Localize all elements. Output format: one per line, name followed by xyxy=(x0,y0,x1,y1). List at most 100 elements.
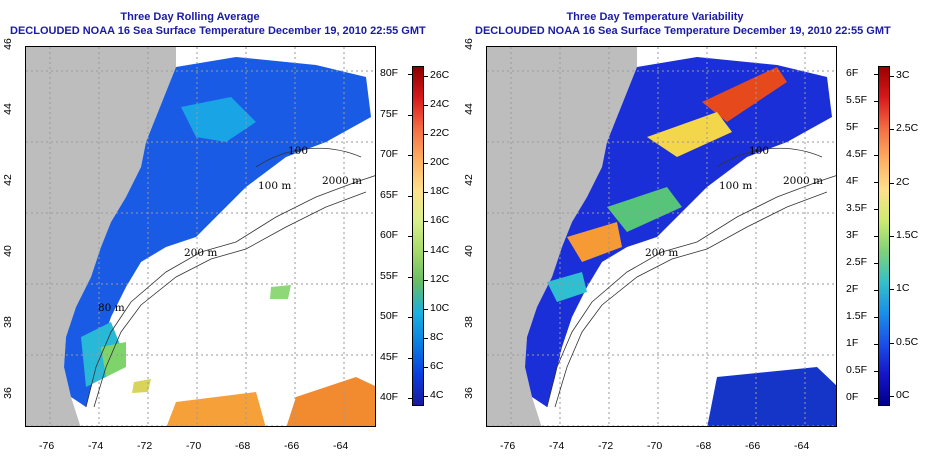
contour-label-100m: 100 m xyxy=(719,180,753,192)
left-contours xyxy=(85,147,375,408)
right-colorbar-c-tick xyxy=(890,182,894,184)
right-xtick-2: -72 xyxy=(598,440,614,452)
right-colorbar-f-label: 5.5F xyxy=(846,94,868,106)
right-colorbar-f-label: 3F xyxy=(846,229,859,241)
right-map: 100 100 m 2000 m 200 m xyxy=(486,46,837,427)
sst-warm-1 xyxy=(286,377,375,426)
left-xtick-5: -66 xyxy=(284,440,300,452)
left-colorbar-c-tick xyxy=(424,134,428,136)
left-title-line2: DECLOUDED NOAA 16 Sea Surface Temperatur… xyxy=(10,25,426,37)
right-colorbar-f-label: 6F xyxy=(846,67,859,79)
right-colorbar-f-tick xyxy=(874,236,878,237)
left-colorbar-c-label: 6C xyxy=(430,359,444,372)
left-colorbar-f-tick xyxy=(408,155,412,156)
left-colorbar-f-tick xyxy=(408,276,412,278)
right-ytick-3: 42 xyxy=(462,174,475,186)
right-colorbar-f-label: 5F xyxy=(846,121,859,133)
right-colorbar-c-tick xyxy=(890,396,894,397)
left-colorbar-f-label: 65F xyxy=(380,188,399,201)
left-colorbar-c-tick xyxy=(424,76,428,77)
left-colorbar-c-label: 22C xyxy=(430,127,450,140)
contour-label-200m: 200 m xyxy=(645,247,679,259)
right-colorbar-f-tick xyxy=(874,371,878,372)
right-colorbar-f-tick xyxy=(874,209,878,210)
contour-label-80m: 80 m xyxy=(98,302,125,314)
left-ytick-2: 40 xyxy=(1,245,14,257)
right-xtick-3: -70 xyxy=(647,440,663,452)
left-colorbar-c-label: 12C xyxy=(430,272,450,285)
left-colorbar-c-tick xyxy=(424,308,428,310)
left-colorbar-f-label: 45F xyxy=(380,350,399,363)
variability-high-north xyxy=(702,67,787,122)
right-colorbar-c-tick xyxy=(890,129,894,131)
right-map-svg xyxy=(487,47,836,426)
right-colorbar-f-tick xyxy=(874,128,878,129)
contour-label-100: 100 xyxy=(288,145,309,157)
contour-label-100m: 100 m xyxy=(258,180,292,192)
left-xtick-6: -64 xyxy=(333,440,349,452)
left-colorbar-c-tick xyxy=(424,105,428,107)
right-colorbar-c-tick xyxy=(890,76,894,77)
left-map: 100 100 m 2000 m 200 m 80 m xyxy=(25,46,376,427)
right-colorbar-c-label: 1.5C xyxy=(896,229,919,241)
right-colorbar-f-tick xyxy=(874,398,878,399)
variability-cyan xyxy=(547,272,587,302)
right-grid xyxy=(487,47,836,426)
right-colorbar-c-label: 0.5C xyxy=(896,335,919,348)
left-colorbar-f-label: 80F xyxy=(380,67,399,79)
left-colorbar-f-tick xyxy=(408,74,412,75)
left-map-svg xyxy=(26,47,375,426)
variability-green xyxy=(607,187,682,232)
left-colorbar-c-tick xyxy=(424,192,428,194)
left-ytick-1: 38 xyxy=(1,316,14,328)
contour-label-2000m: 2000 m xyxy=(783,175,824,187)
left-xtick-1: -74 xyxy=(88,440,104,452)
left-colorbar-f-tick xyxy=(408,114,412,116)
left-colorbar-f-tick xyxy=(408,195,412,197)
sst-yellow-bit xyxy=(132,379,151,393)
left-colorbar-f-label: 60F xyxy=(380,229,399,241)
right-contours xyxy=(546,147,836,408)
variability-low xyxy=(525,57,832,407)
left-grid xyxy=(26,47,375,426)
right-xtick-0: -76 xyxy=(500,440,516,452)
left-colorbar-f-label: 55F xyxy=(380,269,399,282)
left-ytick-4: 44 xyxy=(1,103,14,115)
left-colorbar-c-label: 16C xyxy=(430,214,450,227)
land-mass xyxy=(26,47,176,426)
right-xtick-6: -64 xyxy=(794,440,810,452)
right-xtick-1: -74 xyxy=(549,440,565,452)
left-ytick-0: 36 xyxy=(1,387,14,399)
contour-label-2000m: 2000 m xyxy=(322,175,363,187)
right-colorbar-c-label: 0C xyxy=(896,389,910,401)
sst-cold-shelf xyxy=(64,57,371,407)
right-colorbar-f-label: 4F xyxy=(846,175,859,187)
left-colorbar-f-label: 70F xyxy=(380,148,399,160)
right-colorbar-f-label: 2.5F xyxy=(846,256,868,268)
left-xtick-4: -68 xyxy=(235,440,251,452)
sst-warm-2 xyxy=(166,392,266,426)
sst-green-south xyxy=(101,342,126,377)
right-colorbar-c-tick xyxy=(890,289,894,291)
left-colorbar-c-tick xyxy=(424,337,428,339)
land-mass xyxy=(487,47,637,426)
left-xtick-2: -72 xyxy=(137,440,153,452)
right-colorbar-f-tick xyxy=(874,344,878,345)
left-colorbar-f-tick xyxy=(408,236,412,237)
left-colorbar-c-tick xyxy=(424,250,428,252)
left-colorbar-f-tick xyxy=(408,317,412,318)
right-ytick-1: 38 xyxy=(462,316,475,328)
right-colorbar-f-tick xyxy=(874,290,878,291)
contour-label-100: 100 xyxy=(749,145,770,157)
right-colorbar-c-tick xyxy=(890,236,894,237)
right-colorbar-c-tick xyxy=(890,342,894,344)
left-colorbar-c-label: 10C xyxy=(430,301,450,314)
left-colorbar-f-tick xyxy=(408,357,412,359)
right-colorbar-f-label: 4.5F xyxy=(846,148,868,160)
right-colorbar-f-label: 3.5F xyxy=(846,202,868,214)
left-colorbar-c-tick xyxy=(424,279,428,281)
left-colorbar-c-label: 4C xyxy=(430,389,444,401)
left-colorbar-c-tick xyxy=(424,366,428,368)
left-colorbar xyxy=(412,66,424,406)
right-colorbar-f-tick xyxy=(874,155,878,156)
